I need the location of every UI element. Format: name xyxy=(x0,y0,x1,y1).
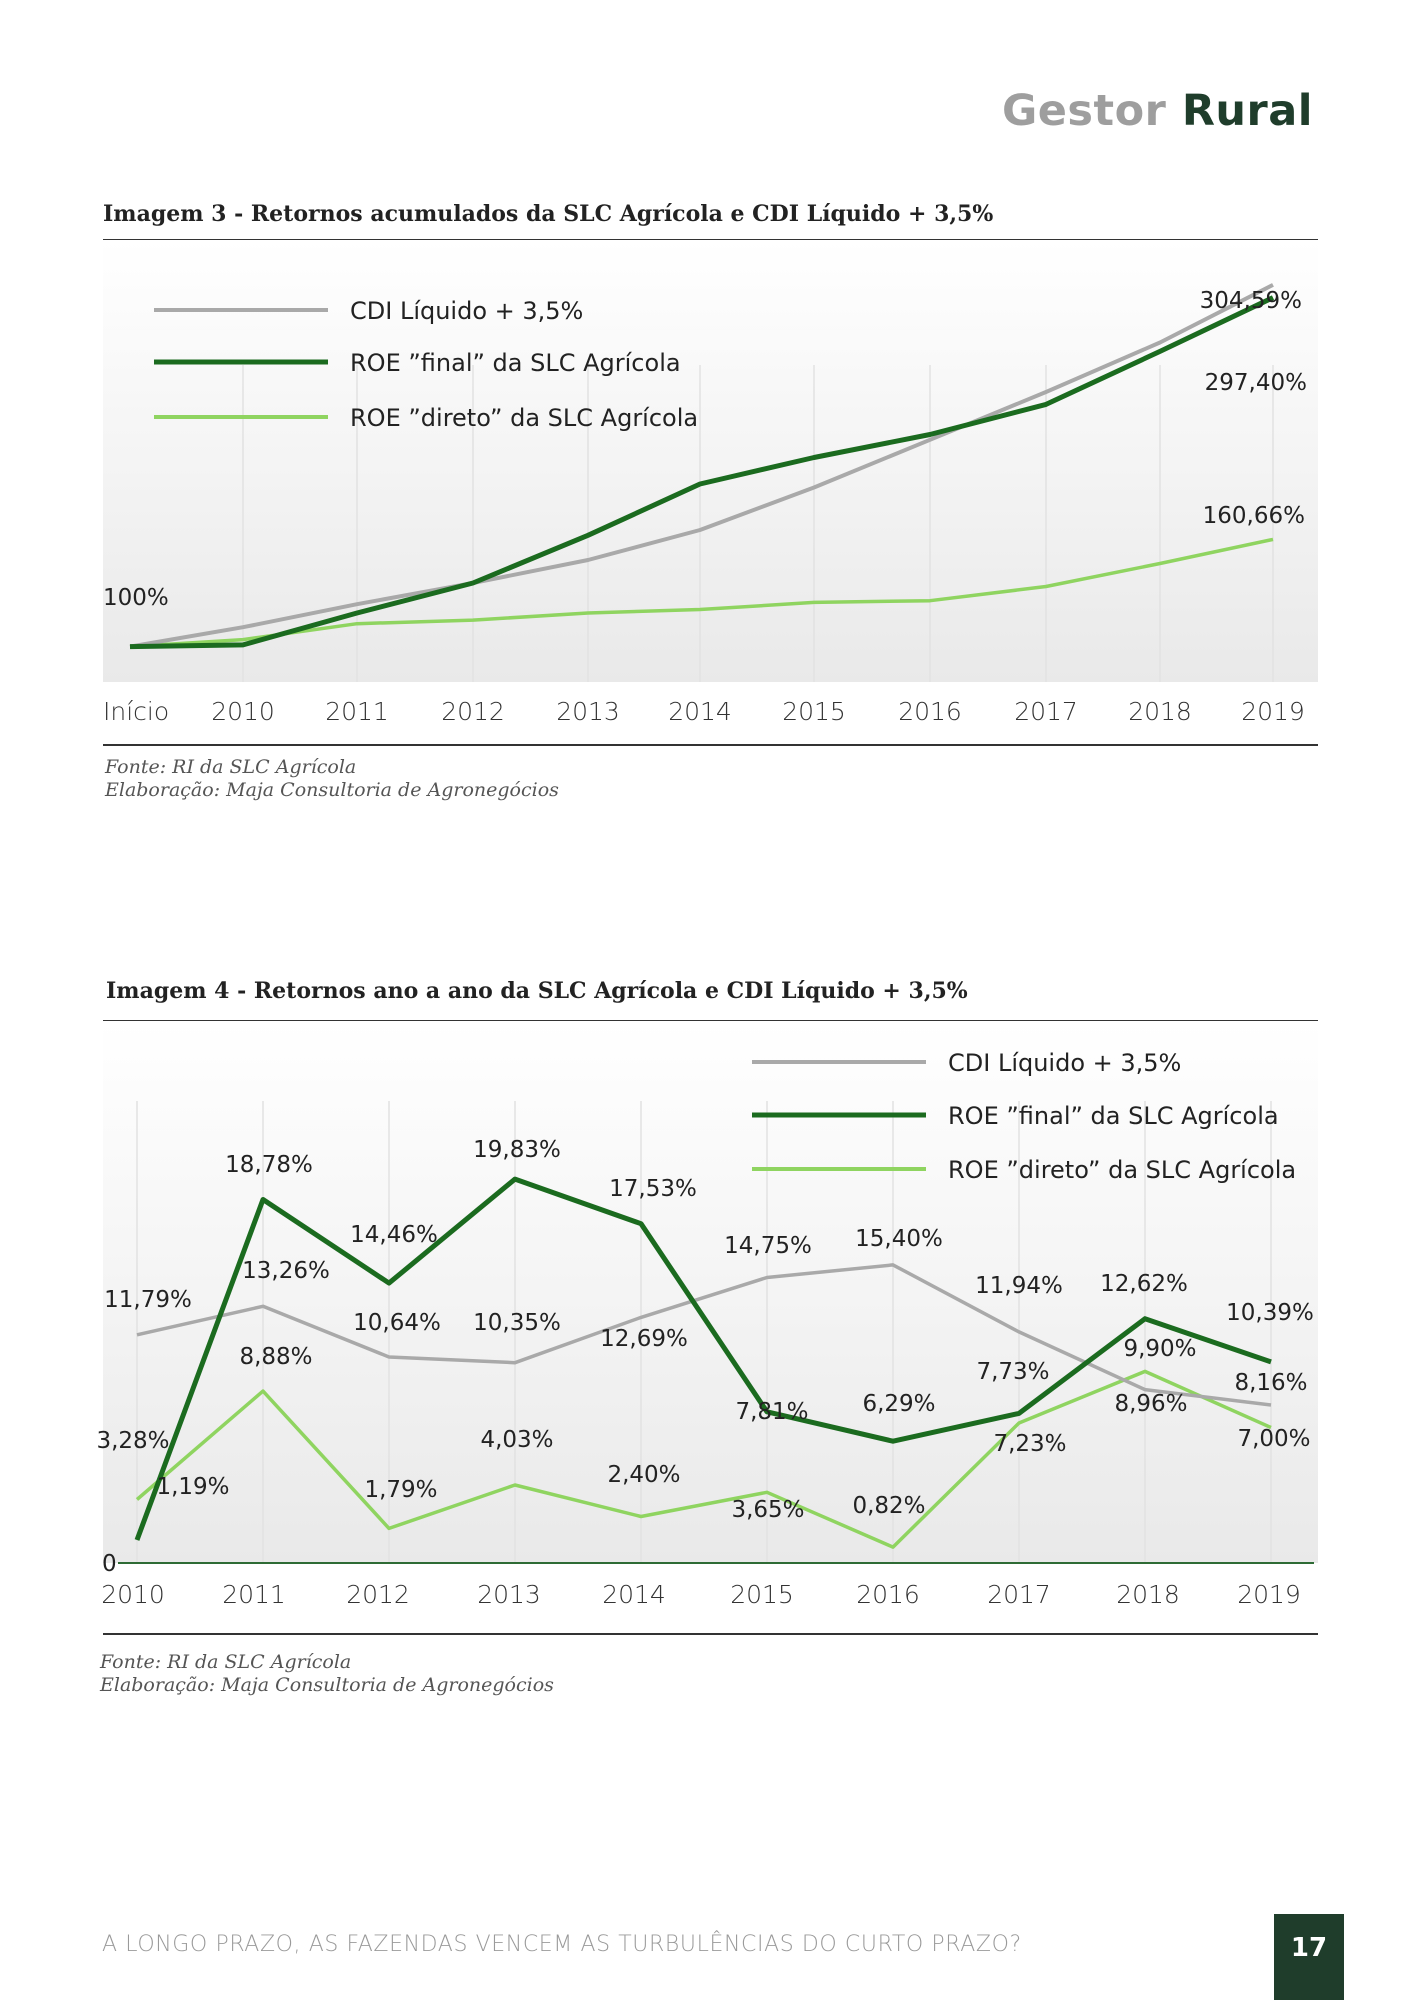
chart3-xtick-in-cio: Início xyxy=(103,697,169,726)
chart4-data-label-roe_final-2013: 19,83% xyxy=(473,1137,561,1163)
chart4-data-label-roe_final-2010: 1,19% xyxy=(156,1474,229,1500)
chart3-data-label-100: 100% xyxy=(103,585,169,611)
figure4-source: Fonte: RI da SLC Agrícola Elaboração: Ma… xyxy=(100,1651,554,1697)
chart3-legend-label-roe-direto-da-slc-agr-cola: ROE ”direto” da SLC Agrícola xyxy=(350,404,698,432)
chart4-data-label-roe_final-2017: 7,73% xyxy=(976,1359,1049,1385)
figure3-bottom-rule xyxy=(103,744,1318,746)
chart4-xtick-2017: 2017 xyxy=(987,1580,1051,1609)
chart3-xtick-2018: 2018 xyxy=(1128,697,1192,726)
chart4-data-label-roe_final-2016: 6,29% xyxy=(862,1391,935,1417)
chart4-data-label-roe_final-2011: 18,78% xyxy=(225,1152,313,1178)
chart4-data-label-cdi-2012: 10,64% xyxy=(353,1310,441,1336)
chart3-legend-label-cdi-l-quido-3-5: CDI Líquido + 3,5% xyxy=(350,297,583,325)
chart4-data-label-roe_direto-2011: 8,88% xyxy=(239,1344,312,1370)
chart4-data-label-roe_final-2012: 14,46% xyxy=(350,1222,438,1248)
chart4-data-label-cdi-2010: 11,79% xyxy=(104,1287,192,1313)
chart4-xtick-2010: 2010 xyxy=(101,1580,165,1609)
chart3-series-roe-direto-da-slc-agr-cola xyxy=(129,537,1274,649)
chart4-data-label-cdi-2011: 13,26% xyxy=(242,1258,330,1284)
chart4-xtick-2016: 2016 xyxy=(856,1580,920,1609)
footer-title: A LONGO PRAZO, AS FAZENDAS VENCEM AS TUR… xyxy=(102,1932,1022,1957)
chart4-data-label-cdi-2015: 14,75% xyxy=(724,1233,812,1259)
chart4-xtick-2018: 2018 xyxy=(1116,1580,1180,1609)
chart4-series-roe-direto-da-slc-agr-cola xyxy=(135,1369,1272,1549)
figure3-source-line: Fonte: RI da SLC Agrícola xyxy=(105,756,357,778)
chart3-series-roe-final-da-slc-agr-cola xyxy=(129,295,1275,650)
chart-yearly-returns: 2010 2011 2012 2013 2014 2015 2016 2017 2018 2019… xyxy=(96,1021,1318,1609)
chart-cumulative-returns: Início 2010 2011 2012 2013 2014 2015 2016 2017 20… xyxy=(103,240,1318,726)
chart4-data-label-roe_direto-2019: 7,00% xyxy=(1237,1426,1310,1452)
figure3-title: Imagem 3 - Retornos acumulados da SLC Ag… xyxy=(103,201,994,227)
chart3-xtick-2010: 2010 xyxy=(211,697,275,726)
figure4-title: Imagem 4 - Retornos ano a ano da SLC Agr… xyxy=(106,978,968,1004)
chart4-data-label-cdi-2014: 12,69% xyxy=(600,1326,688,1352)
chart4-legend-label-roe-final-da-slc-agr-cola: ROE ”final” da SLC Agrícola xyxy=(948,1102,1279,1130)
chart4-data-label-roe_final-2015: 7,81% xyxy=(735,1399,808,1425)
chart4-data-label-roe_final-2018: 12,62% xyxy=(1100,1271,1188,1297)
page-number: 17 xyxy=(1274,1914,1344,2000)
chart3-xtick-2019: 2019 xyxy=(1241,697,1305,726)
chart3-xtick-2016: 2016 xyxy=(898,697,962,726)
chart4-data-label-cdi-2017: 11,94% xyxy=(975,1273,1063,1299)
chart3-data-label-304-59: 304,59% xyxy=(1200,288,1302,314)
chart4-data-label-roe_direto-2010: 3,28% xyxy=(96,1428,169,1454)
chart4-data-label-roe_final-2019: 10,39% xyxy=(1226,1300,1314,1326)
brand-logo: Gestor Rural xyxy=(1002,86,1313,136)
chart4-data-label-roe_direto-2016: 0,82% xyxy=(852,1493,925,1519)
chart4-legend-label-roe-direto-da-slc-agr-cola: ROE ”direto” da SLC Agrícola xyxy=(948,1156,1296,1184)
chart4-legend-label-cdi-l-quido-3-5: CDI Líquido + 3,5% xyxy=(948,1049,1181,1077)
chart4-ytick-zero: 0 xyxy=(102,1551,117,1577)
figure3-elaboration-line: Elaboração: Maja Consultoria de Agronegó… xyxy=(105,779,559,801)
chart3-xtick-2014: 2014 xyxy=(668,697,732,726)
chart4-series-cdi-l-quido-3-5 xyxy=(136,1263,1272,1407)
chart3-data-label-160-66: 160,66% xyxy=(1203,503,1305,529)
chart3-xtick-2012: 2012 xyxy=(441,697,505,726)
chart4-data-label-roe_direto-2013: 4,03% xyxy=(480,1427,553,1453)
chart4-data-label-cdi-2019: 8,16% xyxy=(1234,1370,1307,1396)
figure4-source-line: Fonte: RI da SLC Agrícola xyxy=(100,1651,352,1673)
chart3-data-label-297-40: 297,40% xyxy=(1205,370,1307,396)
chart4-xtick-2011: 2011 xyxy=(222,1580,286,1609)
figure4-elaboration-line: Elaboração: Maja Consultoria de Agronegó… xyxy=(100,1674,554,1696)
chart4-data-label-cdi-2013: 10,35% xyxy=(473,1310,561,1336)
chart3-legend-label-roe-final-da-slc-agr-cola: ROE ”final” da SLC Agrícola xyxy=(350,349,681,377)
chart3-xtick-2017: 2017 xyxy=(1014,697,1078,726)
chart4-xtick-2012: 2012 xyxy=(346,1580,410,1609)
figure3-source: Fonte: RI da SLC Agrícola Elaboração: Ma… xyxy=(105,756,559,802)
figure4-bottom-rule xyxy=(103,1633,1318,1635)
chart4-data-label-roe_direto-2014: 2,40% xyxy=(607,1462,680,1488)
chart4-data-label-roe_direto-2017: 7,23% xyxy=(993,1431,1066,1457)
chart4-xtick-2015: 2015 xyxy=(730,1580,794,1609)
brand-gestor: Gestor xyxy=(1001,86,1167,136)
chart4-xtick-2013: 2013 xyxy=(477,1580,541,1609)
chart4-plot-background xyxy=(103,1021,1318,1563)
chart3-plot-background xyxy=(103,240,1318,682)
chart4-xtick-2014: 2014 xyxy=(602,1580,666,1609)
chart3-xtick-2011: 2011 xyxy=(325,697,389,726)
chart4-data-label-roe_direto-2012: 1,79% xyxy=(364,1477,437,1503)
chart4-xtick-2019: 2019 xyxy=(1237,1580,1301,1609)
chart3-xtick-2015: 2015 xyxy=(782,697,846,726)
chart4-data-label-roe_direto-2018: 9,90% xyxy=(1123,1336,1196,1362)
chart4-data-label-roe_final-2014: 17,53% xyxy=(609,1176,697,1202)
brand-rural: Rural xyxy=(1181,86,1313,136)
chart4-data-label-roe_direto-2015: 3,65% xyxy=(731,1497,804,1523)
chart4-series-roe-final-da-slc-agr-cola xyxy=(134,1176,1272,1541)
chart3-xtick-2013: 2013 xyxy=(556,697,620,726)
chart4-data-label-cdi-2018: 8,96% xyxy=(1114,1391,1187,1417)
chart3-series-cdi-l-quido-3-5 xyxy=(129,283,1274,649)
chart4-data-label-cdi-2016: 15,40% xyxy=(855,1226,943,1252)
